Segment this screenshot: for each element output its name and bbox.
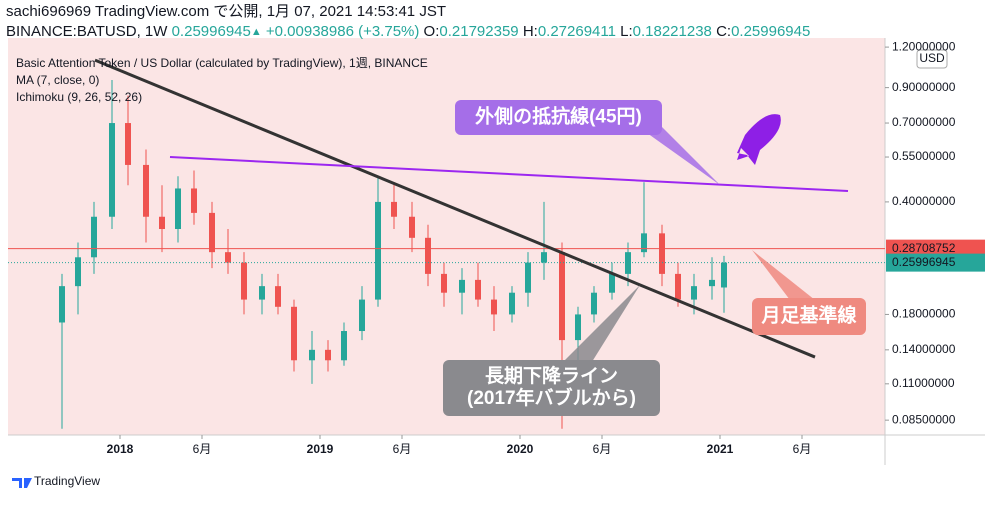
- candle-body: [59, 286, 65, 323]
- x-tick-label: 2018: [107, 442, 134, 456]
- legend-title: Basic Attention Token / US Dollar (calcu…: [16, 56, 428, 70]
- x-tick-label: 6月: [393, 442, 412, 456]
- price-label: 0.28708752: [892, 241, 956, 255]
- header-line: sachi696969 TradingView.com で公開, 1月 07, …: [6, 3, 446, 20]
- candle-body: [75, 257, 81, 287]
- candle-body: [91, 216, 97, 258]
- candle-body: [509, 292, 515, 315]
- callout-box: [455, 100, 662, 135]
- trend-line: [94, 58, 816, 359]
- c-value: 0.25996945: [731, 23, 810, 40]
- y-tick-label: 0.11000000: [892, 376, 955, 390]
- candle-body: [259, 286, 265, 300]
- candle-body: [359, 299, 365, 332]
- candle-body: [341, 331, 347, 361]
- callout-pointer: [640, 120, 720, 185]
- y-tick-label: 0.08500000: [892, 412, 956, 426]
- callout-text: 外側の抵抗線(45円): [475, 105, 642, 128]
- candle-body: [609, 273, 615, 293]
- trend-line: [169, 156, 849, 193]
- callout-box: [752, 298, 866, 335]
- candle-body: [575, 314, 581, 341]
- callout-text: (2017年バブルから): [467, 386, 636, 409]
- h-value: 0.27269411: [538, 23, 616, 40]
- candle-body: [641, 233, 647, 253]
- candle-body: [191, 188, 197, 213]
- symbol: BINANCE:BATUSD, 1W: [6, 23, 168, 40]
- candle-body: [143, 164, 149, 217]
- candle-body: [659, 233, 665, 274]
- candle-body: [125, 123, 131, 165]
- candle-body: [591, 292, 597, 315]
- y-tick-label: 0.18000000: [892, 307, 956, 321]
- candle-body: [425, 237, 431, 274]
- candle-body: [275, 286, 281, 307]
- legend-ichimoku: Ichimoku (9, 26, 52, 26): [16, 90, 142, 104]
- candle-body: [209, 212, 215, 253]
- price-label-box: [886, 239, 985, 258]
- l-label: L:: [620, 23, 633, 40]
- candle-body: [541, 252, 547, 263]
- rocket-icon: [737, 114, 781, 165]
- arrow: ▲: [251, 26, 262, 38]
- candle-body: [441, 273, 447, 293]
- currency-box: [916, 49, 948, 69]
- candle-body: [721, 262, 727, 288]
- candle-body: [375, 201, 381, 300]
- price-label: 0.25996945: [892, 255, 956, 269]
- candle-body: [241, 262, 247, 300]
- plot: [8, 58, 885, 429]
- candle-body: [159, 216, 165, 230]
- c-label: C:: [716, 23, 731, 40]
- x-tick-label: 2019: [307, 442, 334, 456]
- change: +0.00938986 (+3.75%): [266, 23, 419, 40]
- callout-text: 長期下降ライン: [485, 364, 618, 387]
- candle-body: [491, 299, 497, 315]
- y-tick-label: 0.55000000: [892, 149, 956, 163]
- x-tick-label: 2021: [707, 442, 734, 456]
- brand: TradingView: [34, 474, 100, 488]
- legend-ma: MA (7, close, 0): [16, 73, 99, 87]
- callout-text: 月足基準線: [760, 304, 856, 327]
- price-label-box: [886, 253, 985, 272]
- candle-body: [691, 286, 697, 300]
- candle-body: [475, 279, 481, 300]
- h-label: H:: [523, 23, 538, 40]
- candle-body: [409, 216, 415, 238]
- brand-logo: [12, 478, 32, 488]
- callout-box: [443, 360, 660, 416]
- candle-body: [325, 349, 331, 361]
- candle-body: [309, 349, 315, 361]
- candle-body: [625, 252, 631, 274]
- candle-body: [391, 201, 397, 217]
- callout-pointer: [560, 285, 640, 365]
- y-tick-label: 0.14000000: [892, 342, 956, 356]
- callout-pointer: [752, 250, 815, 300]
- candle-body: [175, 188, 181, 230]
- candle-body: [109, 123, 115, 217]
- candle-body: [525, 262, 531, 293]
- l-value: 0.18221238: [633, 23, 712, 40]
- candle-body: [291, 306, 297, 361]
- candle-body: [225, 252, 231, 263]
- candle-body: [459, 279, 465, 293]
- currency: USD: [919, 51, 945, 65]
- y-tick-label: 1.20000000: [892, 39, 956, 53]
- o-value: 0.21792359: [439, 23, 518, 40]
- x-tick-label: 6月: [193, 442, 212, 456]
- o-label: O:: [424, 23, 440, 40]
- y-tick-label: 0.40000000: [892, 194, 956, 208]
- x-tick-label: 6月: [793, 442, 812, 456]
- x-tick-label: 2020: [507, 442, 534, 456]
- y-tick-label: 0.70000000: [892, 115, 956, 129]
- x-tick-label: 6月: [593, 442, 612, 456]
- candle-body: [559, 252, 565, 341]
- candle-body: [709, 279, 715, 287]
- candle-body: [675, 273, 681, 300]
- header-ohlc: BINANCE:BATUSD, 1W 0.25996945▲ +0.009389…: [6, 23, 810, 40]
- last-price: 0.25996945: [172, 23, 251, 40]
- y-tick-label: 0.90000000: [892, 80, 956, 94]
